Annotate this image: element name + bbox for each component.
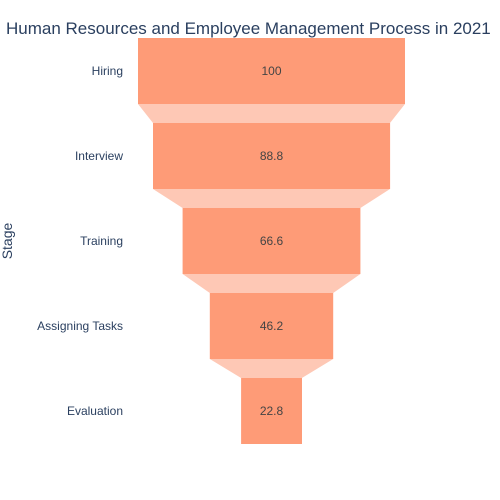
chart-title: Human Resources and Employee Management …	[6, 19, 491, 38]
funnel-connector	[153, 189, 390, 208]
stage-tick-labels: Hiring Interview Training Assigning Tasks Ev…	[37, 64, 123, 418]
stage-label: Assigning Tasks	[37, 319, 123, 333]
value-label: 100	[261, 64, 281, 78]
value-label: 66.6	[260, 234, 284, 248]
funnel-bar-hiring	[138, 38, 405, 104]
funnel-bar-assigning-tasks	[209, 293, 334, 359]
stage-label: Hiring	[92, 64, 123, 78]
stage-label: Evaluation	[67, 404, 123, 418]
value-label: 88.8	[260, 149, 284, 163]
stage-label: Interview	[75, 149, 123, 163]
funnel-bars	[138, 38, 405, 444]
funnel-connector	[209, 359, 334, 378]
funnel-bar-interview	[153, 123, 391, 189]
value-label: 22.8	[260, 404, 284, 418]
value-labels: 100 88.8 66.6 46.2 22.8	[260, 64, 284, 418]
funnel-connectors	[138, 104, 405, 378]
value-label: 46.2	[260, 319, 284, 333]
funnel-connector	[182, 274, 361, 293]
y-axis-label: Stage	[0, 222, 15, 259]
funnel-connector	[138, 104, 405, 123]
stage-label: Training	[80, 234, 123, 248]
funnel-bar-evaluation	[241, 378, 302, 444]
funnel-bar-training	[182, 208, 361, 274]
